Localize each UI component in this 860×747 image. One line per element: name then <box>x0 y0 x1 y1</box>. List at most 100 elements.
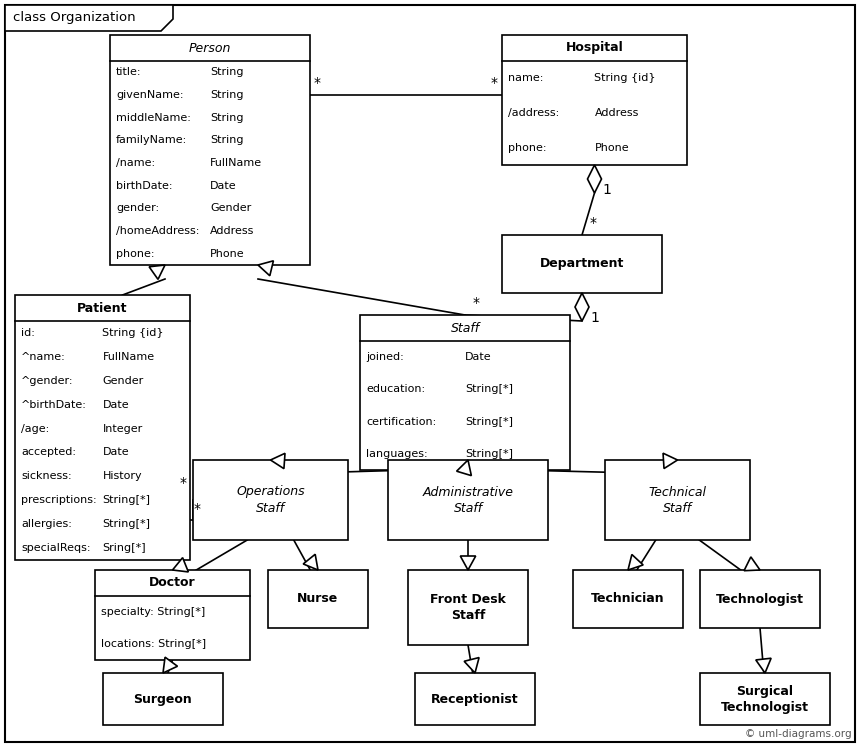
Text: Nurse: Nurse <box>298 592 339 606</box>
Polygon shape <box>628 554 643 570</box>
Text: Receptionist: Receptionist <box>431 692 519 705</box>
Bar <box>700 673 830 725</box>
Text: 1: 1 <box>590 311 599 325</box>
Text: Technician: Technician <box>591 592 665 606</box>
Text: allergies:: allergies: <box>21 519 72 529</box>
Text: familyName:: familyName: <box>116 135 187 146</box>
Text: FullName: FullName <box>102 352 155 362</box>
Polygon shape <box>304 554 318 570</box>
Bar <box>95 570 250 660</box>
Text: Integer: Integer <box>102 424 143 433</box>
Text: ^name:: ^name: <box>21 352 65 362</box>
Text: String {id}: String {id} <box>594 73 656 84</box>
Text: specialty: String[*]: specialty: String[*] <box>101 607 206 617</box>
Text: String[*]: String[*] <box>465 385 513 394</box>
Polygon shape <box>460 556 476 570</box>
Text: Date: Date <box>210 181 237 190</box>
Text: *: * <box>180 476 187 490</box>
Text: Doctor: Doctor <box>149 577 196 589</box>
Text: ^gender:: ^gender: <box>21 376 73 385</box>
Bar <box>360 315 570 470</box>
Text: String {id}: String {id} <box>102 328 164 338</box>
Text: class Organization: class Organization <box>13 11 136 25</box>
Text: *: * <box>473 296 480 310</box>
Text: *: * <box>194 502 201 516</box>
Polygon shape <box>163 657 177 673</box>
Text: Patient: Patient <box>77 302 128 314</box>
Bar <box>408 570 528 645</box>
Polygon shape <box>464 657 479 673</box>
Text: Address: Address <box>210 226 255 236</box>
Text: Address: Address <box>594 108 639 118</box>
Text: *: * <box>491 76 498 90</box>
Text: Administrative
Staff: Administrative Staff <box>422 486 513 515</box>
Text: String: String <box>210 135 243 146</box>
Text: Date: Date <box>102 400 129 409</box>
Text: String[*]: String[*] <box>465 417 513 427</box>
Text: Phone: Phone <box>594 143 630 152</box>
Text: middleName:: middleName: <box>116 113 191 123</box>
Text: locations: String[*]: locations: String[*] <box>101 639 206 649</box>
Text: Date: Date <box>465 352 492 362</box>
Text: ^birthDate:: ^birthDate: <box>21 400 87 409</box>
Bar <box>502 35 687 165</box>
Text: Technologist: Technologist <box>716 592 804 606</box>
Polygon shape <box>744 557 760 571</box>
Text: Hospital: Hospital <box>566 42 624 55</box>
Text: String: String <box>210 67 243 78</box>
Text: Sring[*]: Sring[*] <box>102 543 146 553</box>
Bar <box>573 570 683 628</box>
Polygon shape <box>575 293 589 321</box>
Text: givenName:: givenName: <box>116 90 183 100</box>
Polygon shape <box>258 261 273 276</box>
Text: languages:: languages: <box>366 449 427 459</box>
Text: education:: education: <box>366 385 425 394</box>
Text: Operations
Staff: Operations Staff <box>237 486 304 515</box>
Bar <box>15 295 190 560</box>
Text: /homeAddress:: /homeAddress: <box>116 226 200 236</box>
Text: FullName: FullName <box>210 158 262 168</box>
Text: String[*]: String[*] <box>102 495 150 505</box>
Text: phone:: phone: <box>508 143 546 152</box>
Polygon shape <box>587 165 601 193</box>
Bar <box>415 673 535 725</box>
Text: Technical
Staff: Technical Staff <box>648 486 707 515</box>
Text: sickness:: sickness: <box>21 471 71 481</box>
Text: Date: Date <box>102 447 129 457</box>
Text: Person: Person <box>189 42 231 55</box>
Bar <box>388 460 548 540</box>
Text: Gender: Gender <box>102 376 144 385</box>
Bar <box>193 460 348 540</box>
Text: /age:: /age: <box>21 424 49 433</box>
Text: String: String <box>210 90 243 100</box>
Text: gender:: gender: <box>116 203 159 214</box>
Text: Surgeon: Surgeon <box>133 692 193 705</box>
Text: © uml-diagrams.org: © uml-diagrams.org <box>746 729 852 739</box>
Text: Surgical
Technologist: Surgical Technologist <box>721 684 809 713</box>
Bar <box>103 673 223 725</box>
Text: /name:: /name: <box>116 158 155 168</box>
Text: phone:: phone: <box>116 249 155 258</box>
Text: joined:: joined: <box>366 352 403 362</box>
Polygon shape <box>5 5 173 31</box>
Text: Gender: Gender <box>210 203 251 214</box>
Text: birthDate:: birthDate: <box>116 181 173 190</box>
Text: Department: Department <box>540 258 624 270</box>
Text: id:: id: <box>21 328 35 338</box>
Polygon shape <box>271 453 285 468</box>
Text: String: String <box>210 113 243 123</box>
Text: title:: title: <box>116 67 142 78</box>
Polygon shape <box>756 658 771 673</box>
Text: certification:: certification: <box>366 417 436 427</box>
Polygon shape <box>173 558 188 572</box>
Text: String[*]: String[*] <box>102 519 150 529</box>
Text: Staff: Staff <box>451 321 480 335</box>
Bar <box>700 570 820 628</box>
Polygon shape <box>663 453 678 468</box>
Text: name:: name: <box>508 73 544 84</box>
Text: specialReqs:: specialReqs: <box>21 543 90 553</box>
Text: String[*]: String[*] <box>465 449 513 459</box>
Text: accepted:: accepted: <box>21 447 76 457</box>
Text: *: * <box>314 76 321 90</box>
Text: 1: 1 <box>603 183 611 197</box>
